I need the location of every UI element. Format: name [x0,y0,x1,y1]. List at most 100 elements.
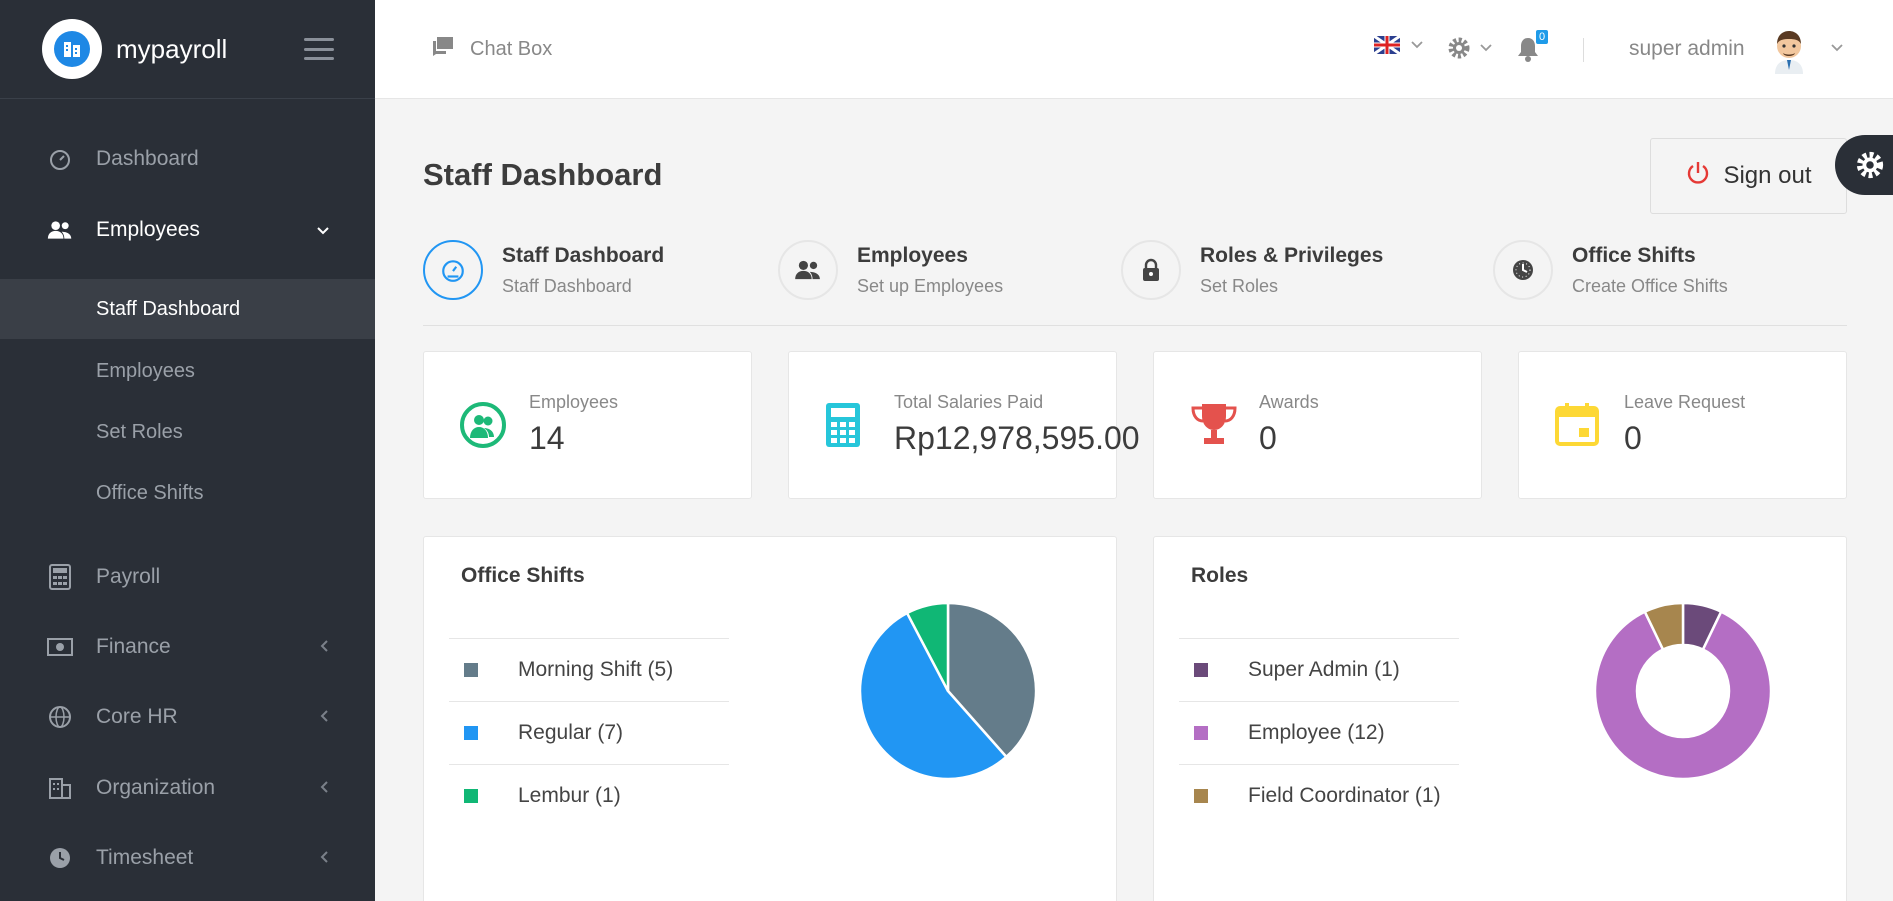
quick-link-title: Staff Dashboard [502,243,665,267]
quick-link-roles-privileges[interactable]: Roles & Privileges Set Roles [1121,240,1383,300]
quick-link-title: Roles & Privileges [1200,243,1384,267]
bell-icon [1518,38,1538,62]
pie-slice-field-coordinator[interactable] [1643,601,1685,652]
stat-value: 0 [1259,420,1277,456]
gear-icon [1448,37,1470,59]
quick-link-subtitle: Create Office Shifts [1572,275,1728,296]
legend-item[interactable]: Field Coordinator (1) [1179,764,1459,827]
office-shifts-legend: Morning Shift (5) Regular (7) Lembur (1) [449,638,729,827]
sidebar-item-label: Organization [96,776,216,799]
brand-logo [42,19,102,79]
chat-box-link[interactable]: Chat Box [432,36,552,62]
stat-card-awards[interactable]: Awards 0 [1153,351,1482,499]
sidebar-item-finance[interactable]: Finance [0,617,375,677]
roles-donut-chart [1593,601,1773,781]
chevron-left-icon [320,705,330,729]
sidebar-subitem-label: Employees [96,359,195,382]
pie-slice-morning-shift[interactable] [946,601,1038,759]
sidebar-subitem-set-roles[interactable]: Set Roles [0,402,375,462]
sidebar-item-organization[interactable]: Organization [0,758,375,818]
clock-icon [47,845,73,871]
language-selector[interactable] [1374,36,1424,54]
sign-out-label: Sign out [1723,162,1812,189]
sidebar: mypayroll Dashboard Employees Staff Dash… [0,0,375,901]
chat-box-label: Chat Box [470,37,553,60]
legend-swatch [464,726,478,740]
stat-label: Leave Request [1624,392,1746,412]
globe-icon [47,704,73,730]
legend-item[interactable]: Lembur (1) [449,764,729,827]
legend-label: Field Coordinator (1) [1248,784,1441,807]
legend-item[interactable]: Employee (12) [1179,701,1459,764]
legend-label: Regular (7) [518,721,624,744]
sidebar-subitem-staff-dashboard[interactable]: Staff Dashboard [0,279,375,339]
stat-card-employees[interactable]: Employees 14 [423,351,752,499]
sidebar-item-payroll[interactable]: Payroll [0,547,375,607]
sidebar-item-label: Payroll [96,565,161,588]
user-name[interactable]: super admin [1629,37,1745,60]
quick-link-subtitle: Set up Employees [857,275,1004,296]
speedometer-icon [47,146,73,172]
section-divider [423,325,1847,326]
legend-item[interactable]: Regular (7) [449,701,729,764]
stat-card-total-salaries[interactable]: Total Salaries Paid Rp12,978,595.00 [788,351,1140,499]
quick-link-title: Employees [857,243,968,267]
office-shifts-panel: Office Shifts Morning Shift (5) Regular … [423,536,1117,901]
notification-badge: 0 [1536,30,1548,44]
sidebar-subitem-office-shifts[interactable]: Office Shifts [0,463,375,523]
chevron-down-icon [1480,44,1492,52]
stat-value: 14 [529,420,565,456]
sidebar-subitem-label: Set Roles [96,420,183,443]
chevron-left-icon [320,776,330,800]
avatar[interactable] [1767,26,1811,74]
legend-item[interactable]: Super Admin (1) [1179,638,1459,701]
quick-link-office-shifts[interactable]: Office Shifts Create Office Shifts [1493,240,1728,300]
sidebar-item-employees[interactable]: Employees [0,200,375,260]
sidebar-item-dashboard[interactable]: Dashboard [0,129,375,189]
panel-title: Office Shifts [461,564,585,587]
legend-label: Employee (12) [1248,721,1385,744]
sidebar-subitem-label: Office Shifts [96,481,204,504]
stat-card-leave-request[interactable]: Leave Request 0 [1518,351,1847,499]
legend-swatch [1194,663,1208,677]
settings-menu[interactable] [1447,36,1493,60]
legend-label: Super Admin (1) [1248,658,1400,681]
chat-icon [432,36,454,62]
menu-toggle-icon[interactable] [304,38,334,60]
quick-link-staff-dashboard[interactable]: Staff Dashboard Staff Dashboard [423,240,664,300]
chevron-down-icon[interactable] [1830,43,1844,53]
speedometer-icon [423,240,483,300]
pie-slice-lembur[interactable] [905,601,950,692]
stat-label: Employees [529,392,619,412]
calendar-icon [1555,402,1599,451]
sidebar-item-label: Employees [96,218,200,241]
lock-icon [1121,240,1181,300]
sign-out-button[interactable]: Sign out [1650,138,1847,214]
theme-settings-toggle[interactable] [1835,135,1893,195]
chevron-left-icon [320,635,330,659]
pie-slice-regular[interactable] [858,611,1009,781]
panel-title: Roles [1191,564,1249,587]
notifications-button[interactable]: 0 [1516,30,1548,62]
quick-link-subtitle: Set Roles [1200,275,1279,296]
quick-link-employees[interactable]: Employees Set up Employees [778,240,1003,300]
brand[interactable]: mypayroll [0,0,375,99]
topbar: Chat Box 0 super admin [375,0,1893,99]
legend-swatch [1194,789,1208,803]
quick-link-subtitle: Staff Dashboard [502,275,632,296]
building-icon [64,42,80,57]
sidebar-item-core-hr[interactable]: Core HR [0,687,375,747]
sidebar-subitem-employees[interactable]: Employees [0,341,375,401]
power-icon [1685,160,1711,193]
quick-link-title: Office Shifts [1572,243,1696,267]
chevron-down-icon [1411,41,1423,49]
legend-swatch [1194,726,1208,740]
calculator-icon [825,402,861,453]
roles-panel: Roles Super Admin (1) Employee (12) Fiel… [1153,536,1847,901]
legend-swatch [464,789,478,803]
sidebar-item-timesheet[interactable]: Timesheet [0,828,375,888]
roles-legend: Super Admin (1) Employee (12) Field Coor… [1179,638,1459,827]
stat-label: Total Salaries Paid [894,392,1044,412]
pie-slice-employee[interactable] [1593,610,1773,781]
legend-item[interactable]: Morning Shift (5) [449,638,729,701]
